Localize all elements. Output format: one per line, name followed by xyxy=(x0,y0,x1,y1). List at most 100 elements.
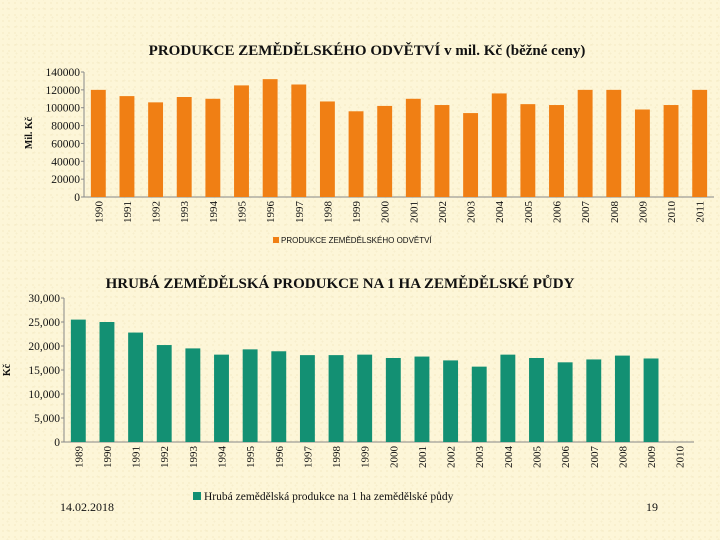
gross-production-x-tick: 2003 xyxy=(474,446,486,469)
gross-production-x-tick: 2000 xyxy=(388,446,400,469)
production-x-tick: 1993 xyxy=(179,201,191,224)
production-bar xyxy=(405,98,421,197)
gross-production-y-tick: 10,000 xyxy=(28,389,60,401)
production-bar xyxy=(377,105,393,197)
production-y-tick: 140000 xyxy=(46,67,81,79)
production-x-tick: 1996 xyxy=(265,201,277,224)
production-x-tick: 2005 xyxy=(523,201,535,224)
production-y-tick: 100000 xyxy=(46,103,81,115)
gross-production-bar xyxy=(185,348,201,442)
gross-production-x-tick: 2002 xyxy=(446,446,458,468)
gross-production-bar xyxy=(99,322,115,442)
production-x-tick: 1995 xyxy=(237,201,249,224)
gross-production-x-tick: 2009 xyxy=(646,446,658,469)
gross-production-x-tick: 1993 xyxy=(188,446,200,469)
gross-production-x-tick: 1998 xyxy=(331,446,343,469)
production-x-tick: 2009 xyxy=(637,201,649,224)
gross-production-bar xyxy=(586,359,602,442)
production-y-tick: 0 xyxy=(74,192,80,204)
slide-number: 19 xyxy=(646,500,658,514)
gross-production-bar xyxy=(471,366,487,442)
gross-production-x-tick: 2007 xyxy=(589,446,601,469)
production-bar xyxy=(577,89,593,197)
production-legend-swatch xyxy=(273,237,279,243)
production-x-tick: 2007 xyxy=(580,201,592,224)
production-x-tick: 2008 xyxy=(609,201,621,224)
production-y-tick: 20000 xyxy=(51,174,80,186)
gross-production-bar xyxy=(70,319,86,442)
production-x-tick: 1991 xyxy=(122,201,134,223)
production-bar xyxy=(663,105,679,197)
production-bar xyxy=(606,89,622,197)
production-chart: PRODUKCE ZEMĚDĚLSKÉHO ODVĚTVÍ v mil. Kč … xyxy=(24,42,714,245)
gross-production-chart-legend: Hrubá zemědělská produkce na 1 ha zemědě… xyxy=(193,490,454,503)
production-bar xyxy=(119,96,135,197)
gross-production-bar xyxy=(128,332,144,442)
production-bar xyxy=(520,104,536,197)
production-y-tick: 120000 xyxy=(46,85,81,97)
production-x-tick: 1999 xyxy=(351,201,363,224)
gross-production-x-tick: 2005 xyxy=(532,446,544,469)
gross-production-x-tick: 2010 xyxy=(675,446,687,469)
gross-production-x-tick: 1999 xyxy=(360,446,372,469)
production-x-tick: 2004 xyxy=(494,201,506,224)
production-x-tick: 2000 xyxy=(380,201,392,224)
gross-production-y-tick: 15,000 xyxy=(28,365,60,377)
gross-production-x-tick: 1994 xyxy=(217,446,229,469)
gross-production-chart-ylabel: Kč xyxy=(2,363,13,376)
production-x-tick: 2011 xyxy=(695,201,707,223)
production-bar xyxy=(434,105,450,197)
gross-production-legend-swatch xyxy=(193,492,201,500)
gross-production-bar xyxy=(443,360,459,442)
production-chart-title: PRODUKCE ZEMĚDĚLSKÉHO ODVĚTVÍ v mil. Kč … xyxy=(149,42,586,59)
gross-production-bar xyxy=(414,356,430,442)
production-bar xyxy=(463,113,479,197)
production-y-tick: 40000 xyxy=(51,156,80,168)
production-bar xyxy=(549,105,564,197)
gross-production-y-tick: 0 xyxy=(54,437,60,449)
production-bar xyxy=(205,98,221,197)
gross-production-x-tick: 1990 xyxy=(102,446,114,469)
gross-production-bar xyxy=(214,354,229,442)
production-x-tick: 2010 xyxy=(666,201,678,224)
gross-production-x-tick: 1989 xyxy=(73,446,85,469)
production-y-tick: 60000 xyxy=(51,138,80,150)
gross-production-bar xyxy=(328,355,344,442)
gross-production-chart-title: HRUBÁ ZEMĚDĚLSKÁ PRODUKCE NA 1 HA ZEMĚDĚ… xyxy=(106,275,575,292)
production-bar xyxy=(176,97,192,197)
production-x-tick: 1998 xyxy=(322,201,334,224)
gross-production-bar xyxy=(643,358,659,442)
gross-production-bar xyxy=(242,349,258,442)
production-x-tick: 2006 xyxy=(552,201,564,224)
gross-production-bar xyxy=(557,362,573,442)
gross-production-bar xyxy=(385,358,401,442)
production-x-tick: 2003 xyxy=(466,201,478,224)
production-bar xyxy=(90,89,106,197)
gross-production-x-tick: 1995 xyxy=(245,446,257,469)
production-bar xyxy=(291,84,307,197)
gross-production-y-tick: 20,000 xyxy=(28,341,60,353)
gross-production-bar xyxy=(299,355,315,442)
gross-production-chart: HRUBÁ ZEMĚDĚLSKÁ PRODUKCE NA 1 HA ZEMĚDĚ… xyxy=(2,275,694,503)
production-bar xyxy=(319,101,335,197)
gross-production-x-tick: 1991 xyxy=(131,446,143,468)
production-bar xyxy=(348,111,364,197)
gross-production-legend-label: Hrubá zemědělská produkce na 1 ha zemědě… xyxy=(204,490,454,503)
production-x-tick: 1992 xyxy=(151,201,163,223)
gross-production-x-tick: 2004 xyxy=(503,446,515,469)
gross-production-x-tick: 1996 xyxy=(274,446,286,469)
production-bar xyxy=(634,109,650,197)
gross-production-y-tick: 5,000 xyxy=(34,413,60,425)
production-chart-ylabel: Mil. Kč xyxy=(24,116,35,149)
gross-production-x-tick: 1992 xyxy=(159,446,171,468)
production-y-tick: 80000 xyxy=(51,121,80,133)
gross-production-x-tick: 1997 xyxy=(302,446,314,469)
slide-date: 14.02.2018 xyxy=(60,500,114,514)
production-x-tick: 1990 xyxy=(93,201,105,224)
gross-production-bar xyxy=(500,354,516,442)
production-bar xyxy=(491,93,507,197)
gross-production-bar xyxy=(156,345,172,442)
production-x-tick: 2001 xyxy=(408,201,420,223)
gross-production-bar xyxy=(357,354,373,442)
production-legend-label: PRODUKCE ZEMĚDĚLSKÉHO ODVĚTVÍ xyxy=(281,236,432,245)
